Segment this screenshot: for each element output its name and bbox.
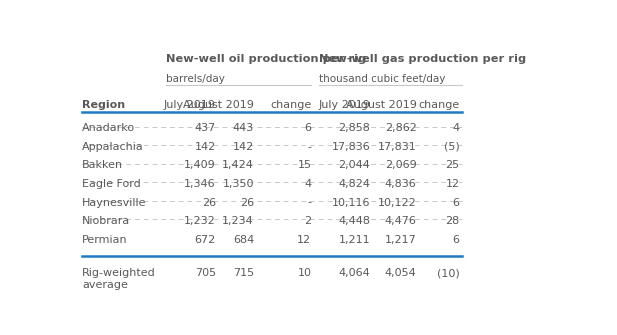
Text: 12: 12	[445, 179, 460, 189]
Text: 28: 28	[445, 216, 460, 226]
Text: 6: 6	[304, 123, 312, 133]
Text: 142: 142	[233, 142, 254, 152]
Text: -: -	[307, 198, 312, 208]
Text: 17,831: 17,831	[378, 142, 416, 152]
Text: 2,862: 2,862	[385, 123, 416, 133]
Text: Permian: Permian	[82, 235, 128, 245]
Text: (10): (10)	[437, 268, 460, 278]
Text: 4: 4	[304, 179, 312, 189]
Text: change: change	[418, 100, 460, 110]
Text: 1,232: 1,232	[184, 216, 216, 226]
Text: 1,409: 1,409	[184, 160, 216, 171]
Text: 6: 6	[453, 198, 460, 208]
Text: 1,424: 1,424	[222, 160, 254, 171]
Text: July 2019: July 2019	[164, 100, 216, 110]
Text: -: -	[307, 142, 312, 152]
Text: 4,836: 4,836	[385, 179, 416, 189]
Text: 672: 672	[194, 235, 216, 245]
Text: Region: Region	[82, 100, 125, 110]
Text: 1,350: 1,350	[223, 179, 254, 189]
Text: July 2019: July 2019	[318, 100, 370, 110]
Text: 2,069: 2,069	[385, 160, 416, 171]
Text: 443: 443	[233, 123, 254, 133]
Text: 1,234: 1,234	[222, 216, 254, 226]
Text: 437: 437	[194, 123, 216, 133]
Text: 1,217: 1,217	[385, 235, 416, 245]
Text: Niobrara: Niobrara	[82, 216, 130, 226]
Text: 4,824: 4,824	[338, 179, 370, 189]
Text: 1,346: 1,346	[184, 179, 216, 189]
Text: 10,122: 10,122	[378, 198, 416, 208]
Text: 17,836: 17,836	[331, 142, 370, 152]
Text: barrels/day: barrels/day	[165, 74, 225, 84]
Text: 10,116: 10,116	[332, 198, 370, 208]
Text: 2: 2	[304, 216, 312, 226]
Text: Haynesville: Haynesville	[82, 198, 146, 208]
Text: 4,064: 4,064	[339, 268, 370, 278]
Text: 15: 15	[297, 160, 312, 171]
Text: 25: 25	[445, 160, 460, 171]
Text: 705: 705	[195, 268, 216, 278]
Text: 4,054: 4,054	[385, 268, 416, 278]
Text: 4: 4	[452, 123, 460, 133]
Text: 2,044: 2,044	[338, 160, 370, 171]
Text: August 2019: August 2019	[183, 100, 254, 110]
Text: 26: 26	[202, 198, 216, 208]
Text: 26: 26	[240, 198, 254, 208]
Text: 1,211: 1,211	[339, 235, 370, 245]
Text: Appalachia: Appalachia	[82, 142, 144, 152]
Text: Rig-weighted
average: Rig-weighted average	[82, 268, 155, 290]
Text: (5): (5)	[444, 142, 460, 152]
Text: 715: 715	[233, 268, 254, 278]
Text: 4,448: 4,448	[338, 216, 370, 226]
Text: New-well oil production per rig: New-well oil production per rig	[165, 54, 366, 64]
Text: 12: 12	[297, 235, 312, 245]
Text: 2,858: 2,858	[338, 123, 370, 133]
Text: Bakken: Bakken	[82, 160, 123, 171]
Text: 6: 6	[453, 235, 460, 245]
Text: August 2019: August 2019	[346, 100, 416, 110]
Text: 4,476: 4,476	[385, 216, 416, 226]
Text: 10: 10	[297, 268, 312, 278]
Text: thousand cubic feet/day: thousand cubic feet/day	[318, 74, 445, 84]
Text: 142: 142	[194, 142, 216, 152]
Text: change: change	[270, 100, 312, 110]
Text: 684: 684	[233, 235, 254, 245]
Text: New-well gas production per rig: New-well gas production per rig	[318, 54, 526, 64]
Text: Anadarko: Anadarko	[82, 123, 135, 133]
Text: Eagle Ford: Eagle Ford	[82, 179, 141, 189]
